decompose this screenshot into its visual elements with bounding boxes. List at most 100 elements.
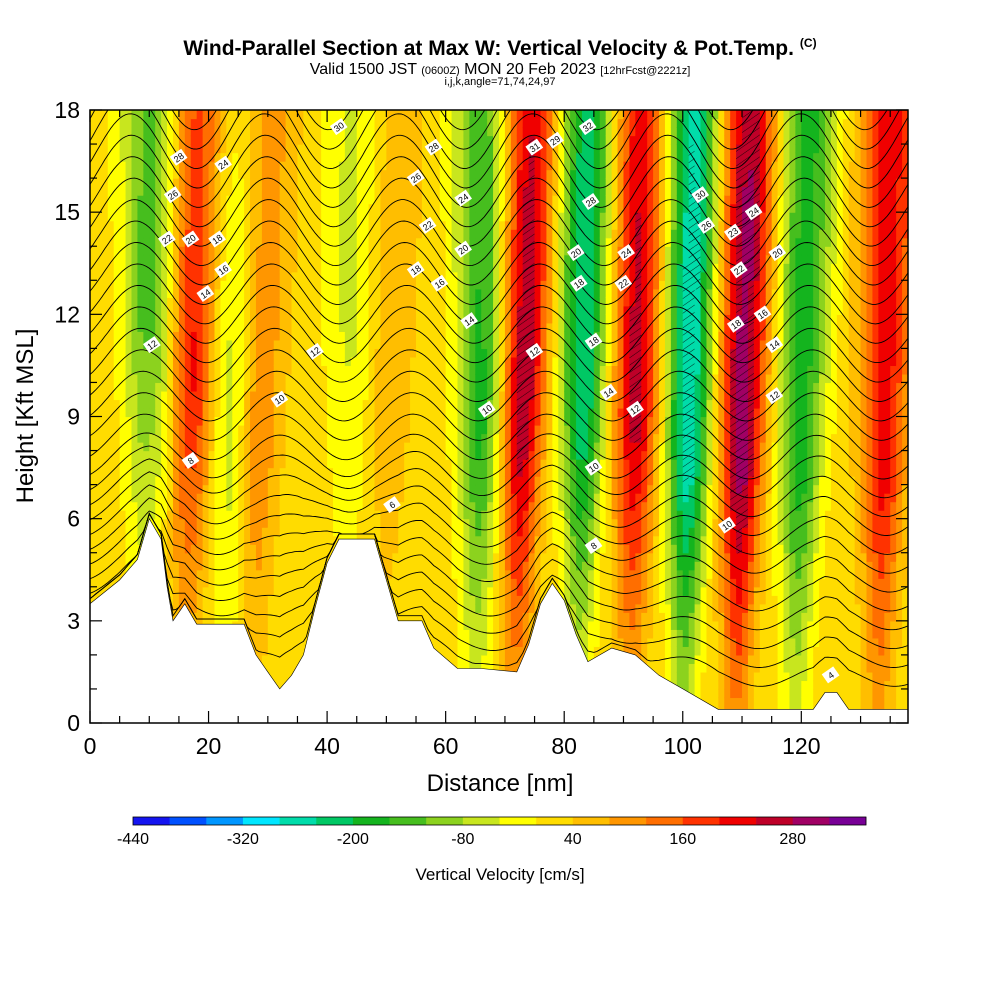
- velocity-cell: [232, 595, 239, 605]
- velocity-cell: [125, 110, 133, 120]
- velocity-cell: [226, 518, 233, 528]
- velocity-cell: [457, 382, 465, 392]
- velocity-cell: [487, 493, 494, 503]
- velocity-cell: [119, 467, 127, 477]
- velocity-cell: [119, 169, 127, 179]
- velocity-cell: [475, 544, 482, 554]
- velocity-cell: [261, 518, 269, 528]
- velocity-cell: [487, 578, 494, 588]
- velocity-cell: [303, 535, 310, 545]
- velocity-cell: [95, 578, 103, 588]
- velocity-cell: [445, 629, 453, 639]
- velocity-cell: [303, 280, 310, 290]
- velocity-cell: [327, 535, 334, 545]
- velocity-cell: [445, 280, 453, 290]
- velocity-cell: [404, 144, 411, 154]
- velocity-cell: [226, 365, 233, 375]
- velocity-cell: [297, 407, 304, 418]
- velocity-cell: [167, 331, 174, 341]
- velocity-cell: [220, 186, 227, 196]
- velocity-cell: [291, 399, 299, 409]
- velocity-cell: [95, 390, 103, 401]
- velocity-cell: [451, 586, 459, 596]
- velocity-cell: [161, 263, 168, 273]
- velocity-cell: [255, 365, 263, 375]
- velocity-cell: [309, 152, 316, 162]
- velocity-cell: [119, 535, 127, 545]
- velocity-cell: [350, 510, 358, 520]
- velocity-cell: [398, 331, 405, 341]
- velocity-cell: [433, 178, 441, 188]
- velocity-cell: [338, 450, 346, 460]
- velocity-cell: [184, 407, 192, 418]
- velocity-cell: [410, 280, 417, 290]
- velocity-cell: [356, 416, 364, 426]
- velocity-cell: [279, 501, 287, 511]
- velocity-cell: [261, 603, 269, 613]
- velocity-cell: [261, 331, 269, 341]
- velocity-cell: [338, 297, 346, 307]
- velocity-cell: [101, 254, 109, 264]
- velocity-cell: [226, 288, 233, 298]
- chart-title-text: Wind-Parallel Section at Max W: Vertical…: [183, 37, 794, 60]
- velocity-cell: [356, 390, 364, 401]
- velocity-cell: [487, 425, 494, 435]
- velocity-cell: [255, 612, 263, 622]
- velocity-cell: [481, 365, 488, 375]
- velocity-cell: [101, 569, 109, 579]
- velocity-cell: [244, 220, 251, 230]
- velocity-cell: [493, 510, 500, 520]
- velocity-cell: [291, 637, 299, 647]
- velocity-cell: [327, 203, 334, 213]
- velocity-cell: [368, 178, 376, 188]
- velocity-cell: [161, 305, 168, 315]
- velocity-cell: [439, 152, 447, 162]
- velocity-cell: [214, 459, 222, 469]
- velocity-cell: [244, 246, 251, 256]
- velocity-cell: [285, 569, 293, 579]
- velocity-cell: [172, 288, 180, 298]
- velocity-cell: [421, 246, 429, 256]
- velocity-cell: [95, 518, 103, 528]
- velocity-cell: [143, 254, 150, 264]
- velocity-cell: [250, 186, 257, 196]
- velocity-cell: [493, 246, 500, 256]
- velocity-cell: [155, 356, 162, 367]
- velocity-cell: [404, 161, 411, 171]
- velocity-cell: [167, 263, 174, 273]
- velocity-cell: [333, 110, 340, 120]
- velocity-cell: [433, 254, 441, 264]
- velocity-cell: [416, 535, 423, 545]
- velocity-cell: [386, 561, 393, 571]
- velocity-cell: [220, 535, 227, 545]
- velocity-cell: [481, 144, 488, 154]
- velocity-cell: [232, 127, 239, 137]
- velocity-cell: [344, 331, 352, 341]
- velocity-cell: [279, 322, 287, 332]
- velocity-cell: [167, 280, 174, 290]
- velocity-cell: [451, 484, 459, 494]
- velocity-cell: [250, 220, 257, 230]
- velocity-cell: [303, 407, 310, 418]
- velocity-cell: [285, 220, 293, 230]
- velocity-cell: [101, 416, 109, 426]
- velocity-cell: [172, 212, 180, 222]
- velocity-cell: [202, 510, 210, 520]
- velocity-cell: [333, 339, 340, 349]
- velocity-cell: [433, 561, 441, 571]
- velocity-cell: [374, 373, 382, 384]
- velocity-cell: [101, 322, 109, 332]
- velocity-cell: [143, 322, 150, 332]
- velocity-cell: [131, 433, 139, 443]
- velocity-cell: [398, 322, 405, 332]
- velocity-cell: [392, 135, 399, 145]
- velocity-cell: [487, 382, 494, 392]
- velocity-cell: [321, 322, 328, 332]
- velocity-cell: [261, 280, 269, 290]
- velocity-cell: [421, 169, 429, 179]
- velocity-cell: [427, 322, 435, 332]
- velocity-cell: [368, 288, 376, 298]
- velocity-cell: [410, 569, 417, 579]
- velocity-cell: [416, 322, 423, 332]
- velocity-cell: [463, 442, 470, 452]
